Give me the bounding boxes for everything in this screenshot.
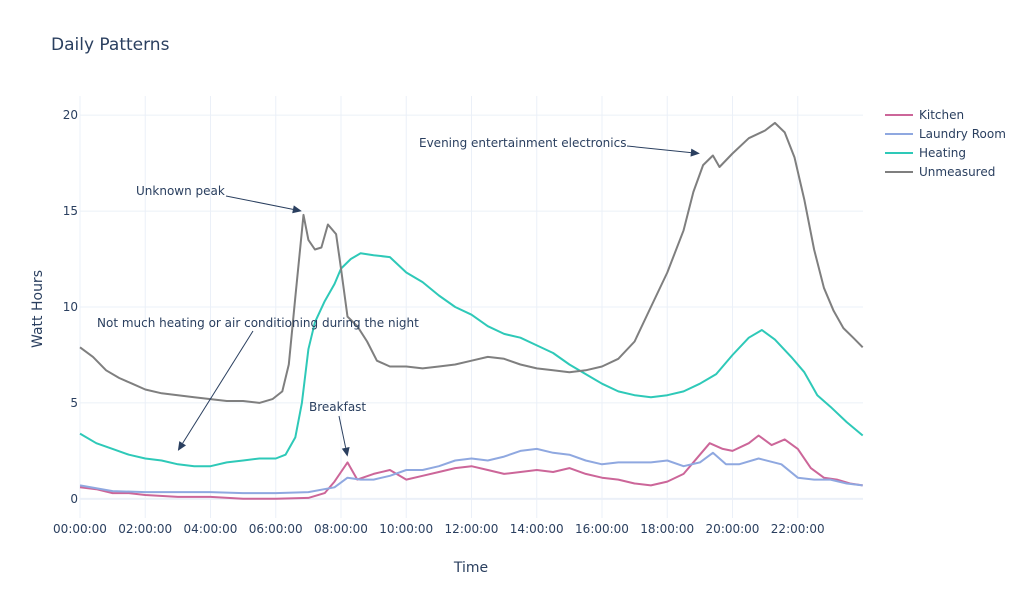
- series-lines: [79, 121, 864, 500]
- x-tick-label: 06:00:00: [249, 522, 303, 536]
- annotation-text: Not much heating or air conditioning dur…: [97, 316, 419, 330]
- x-axis-title: Time: [453, 560, 488, 576]
- series-line-laundry-room: [79, 447, 863, 495]
- legend-label: Laundry Room: [919, 127, 1006, 141]
- y-tick-label: 10: [63, 300, 78, 314]
- annotation-arrow-line: [338, 415, 347, 448]
- y-tick-label: 15: [63, 204, 78, 218]
- y-axis-title: Watt Hours: [30, 270, 46, 348]
- legend-label: Kitchen: [919, 108, 964, 122]
- series-line-unmeasured: [79, 121, 864, 404]
- series-line-heating: [79, 252, 864, 468]
- annotation-text: Breakfast: [309, 400, 366, 414]
- legend-item-kitchen[interactable]: Kitchen: [885, 108, 964, 122]
- axis-ticks: 00:00:00 02:00:00 04:00:00 06:00:00 08:00:00…: [53, 108, 825, 536]
- grid: [79, 96, 863, 518]
- annotations: Evening entertainment electronics Unknown…: [97, 136, 700, 457]
- x-tick-label: 00:00:00: [53, 522, 107, 536]
- annotation-text: Evening entertainment electronics: [419, 136, 626, 150]
- x-tick-label: 18:00:00: [640, 522, 694, 536]
- x-tick-label: 16:00:00: [575, 522, 629, 536]
- annotation-arrowhead: [292, 205, 302, 214]
- legend-item-laundry-room[interactable]: Laundry Room: [885, 127, 1006, 141]
- legend-label: Unmeasured: [919, 165, 995, 179]
- annotation: Not much heating or air conditioning dur…: [97, 316, 419, 451]
- legend-label: Heating: [919, 146, 966, 160]
- annotation: Unknown peak: [136, 184, 302, 214]
- annotation: Evening entertainment electronics: [419, 136, 700, 157]
- annotation-text: Unknown peak: [136, 184, 225, 198]
- x-tick-label: 22:00:00: [771, 522, 825, 536]
- x-tick-label: 08:00:00: [314, 522, 368, 536]
- annotation-arrow-line: [182, 330, 254, 444]
- annotation: Breakfast: [309, 400, 366, 457]
- x-tick-label: 20:00:00: [706, 522, 760, 536]
- y-tick-label: 0: [70, 492, 78, 506]
- legend[interactable]: Kitchen Laundry Room Heating Unmeasured: [885, 108, 1006, 179]
- annotation-arrowhead: [177, 441, 186, 451]
- x-tick-label: 04:00:00: [184, 522, 238, 536]
- legend-item-heating[interactable]: Heating: [885, 146, 966, 160]
- chart-title: Daily Patterns: [51, 35, 170, 55]
- x-tick-label: 10:00:00: [379, 522, 433, 536]
- y-tick-label: 20: [63, 108, 78, 122]
- y-tick-label: 5: [70, 396, 78, 410]
- x-tick-label: 14:00:00: [510, 522, 564, 536]
- annotation-arrow-line: [626, 145, 691, 154]
- series-line-kitchen: [79, 434, 863, 500]
- annotation-arrow-line: [225, 195, 294, 210]
- annotation-arrowhead: [690, 148, 700, 157]
- x-tick-label: 02:00:00: [118, 522, 172, 536]
- x-tick-label: 12:00:00: [445, 522, 499, 536]
- annotation-arrowhead: [341, 447, 350, 457]
- legend-item-unmeasured[interactable]: Unmeasured: [885, 165, 995, 179]
